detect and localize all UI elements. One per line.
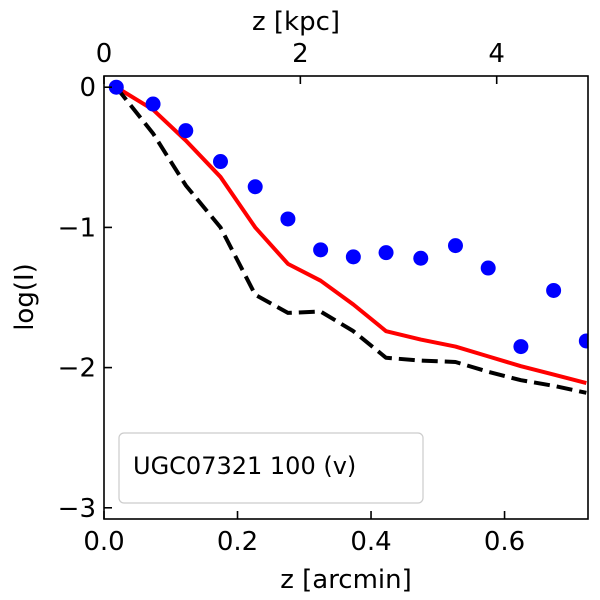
data-point	[108, 79, 124, 95]
data-point	[413, 250, 429, 266]
y-tick-label: −3	[58, 494, 96, 524]
legend-box	[118, 432, 424, 504]
series-line-psf	[114, 85, 587, 395]
x-tick-label: 0.0	[83, 527, 124, 557]
data-point	[280, 211, 296, 227]
data-point	[345, 249, 361, 265]
data-point	[145, 96, 161, 112]
legend-label: UGC07321 100 (v)	[133, 452, 356, 480]
x-tick-label: 0.6	[484, 527, 525, 557]
y-axis-label: log(I)	[10, 263, 40, 331]
ticks-layer: 0.0 0.2 0.4 0.6 0 −1 −2 −3 0 2 4	[58, 39, 526, 557]
top-x-tick-label: 4	[488, 39, 505, 69]
data-point	[178, 123, 194, 139]
y-tick-label: −2	[58, 354, 96, 384]
data-point	[578, 333, 588, 349]
data-point	[480, 260, 496, 276]
top-x-tick-label: 2	[292, 39, 309, 69]
series-line-model	[115, 85, 587, 385]
series-layer	[108, 79, 588, 395]
plot-frame	[103, 75, 589, 520]
x-tick-label: 0.4	[350, 527, 391, 557]
legend: UGC07321 100 (v)	[118, 432, 424, 504]
data-point	[313, 242, 329, 258]
y-tick-label: 0	[79, 73, 96, 103]
data-point	[247, 179, 263, 195]
data-point	[546, 282, 562, 298]
top-x-axis-label: z [kpc]	[252, 7, 340, 37]
data-point	[513, 339, 529, 355]
data-point	[378, 245, 394, 261]
top-x-tick-label: 0	[96, 39, 113, 69]
data-point	[447, 238, 463, 254]
y-tick-label: −1	[58, 213, 96, 243]
x-tick-label: 0.2	[217, 527, 258, 557]
x-axis-label: z [arcmin]	[280, 565, 412, 595]
data-point	[212, 154, 228, 170]
